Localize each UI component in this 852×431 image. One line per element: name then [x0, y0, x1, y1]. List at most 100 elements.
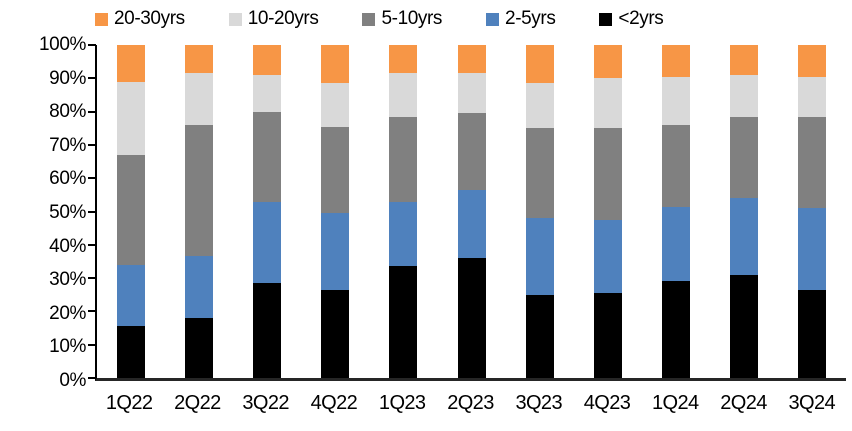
- bar-segment-10-20yrs-4Q23: [593, 78, 622, 129]
- bar-cell: [778, 45, 846, 378]
- bar-segment-2-5yrs-1Q24: [661, 206, 690, 282]
- bar-segment-5-10yrs-3Q22: [253, 111, 282, 202]
- y-axis-tick-label: 10%: [49, 336, 86, 358]
- y-axis-tick-label: 0%: [59, 370, 86, 391]
- legend-item: 5-10yrs: [362, 8, 442, 30]
- legend-item: 20-30yrs: [95, 8, 185, 30]
- bar-cell: [301, 45, 369, 378]
- chart-legend: 20-30yrs 10-20yrs 5-10yrs 2-5yrs <2yrs: [95, 5, 664, 33]
- legend-item: 2-5yrs: [486, 8, 556, 30]
- y-axis-tick-label: 70%: [49, 134, 86, 156]
- bar-segment-2-5yrs-3Q22: [253, 201, 282, 284]
- bar-segment-<2yrs-1Q24: [661, 281, 690, 378]
- bar-segment-5-10yrs-3Q23: [525, 128, 554, 219]
- bar-segment-2-5yrs-1Q23: [389, 201, 418, 267]
- y-axis-tick-mark: [88, 210, 96, 213]
- bar-segment-5-10yrs-3Q24: [797, 116, 826, 209]
- bar-segment-5-10yrs-4Q22: [321, 126, 350, 214]
- stacked-bar-2Q24: [729, 45, 758, 378]
- bar-segment-5-10yrs-1Q23: [389, 116, 418, 202]
- bar-segment-5-10yrs-1Q22: [117, 154, 146, 265]
- y-axis-tick-mark: [88, 143, 96, 146]
- y-axis-tick-label: 60%: [49, 168, 86, 190]
- y-axis-tick-mark: [88, 377, 96, 379]
- bar-segment-10-20yrs-3Q24: [797, 76, 826, 117]
- bar-segment-20-30yrs-4Q22: [321, 45, 350, 84]
- y-axis-tick-mark: [88, 44, 96, 46]
- bar-cell: [506, 45, 574, 378]
- legend-swatch-icon: [228, 12, 242, 26]
- bar-segment-10-20yrs-2Q24: [729, 75, 758, 117]
- bar-segment-20-30yrs-3Q23: [525, 45, 554, 84]
- bar-segment-10-20yrs-2Q22: [185, 73, 214, 125]
- bar-cell: [165, 45, 233, 378]
- legend-swatch-icon: [362, 12, 376, 26]
- legend-item: <2yrs: [599, 8, 664, 30]
- stacked-bar-1Q22: [117, 45, 146, 378]
- legend-swatch-icon: [95, 12, 108, 26]
- y-axis-tick-mark: [88, 343, 96, 346]
- bar-segment-5-10yrs-2Q22: [185, 124, 214, 257]
- x-axis-tick-label: 4Q22: [310, 392, 358, 414]
- bar-segment-<2yrs-4Q23: [593, 293, 622, 378]
- stacked-bar-1Q24: [661, 45, 690, 378]
- bar-segment-10-20yrs-1Q24: [661, 76, 690, 125]
- x-axis-tick-label: 2Q22: [174, 392, 221, 414]
- x-axis-tick-label: 1Q24: [651, 392, 699, 414]
- bar-segment-5-10yrs-4Q23: [593, 128, 622, 220]
- legend-item: 10-20yrs: [228, 8, 319, 30]
- bar-segment-10-20yrs-3Q23: [525, 83, 554, 129]
- bar-segment-2-5yrs-4Q22: [321, 213, 350, 290]
- y-axis-tick-label: 20%: [49, 302, 86, 324]
- bar-segment-<2yrs-3Q22: [253, 283, 282, 378]
- bar-segment-<2yrs-2Q24: [729, 274, 758, 378]
- bar-segment-20-30yrs-3Q24: [797, 45, 826, 77]
- y-axis-tick-mark: [88, 110, 96, 113]
- bar-segment-5-10yrs-1Q24: [661, 124, 690, 207]
- y-axis-tick-label: 100%: [39, 34, 86, 55]
- y-axis-tick-mark: [88, 243, 96, 246]
- bar-segment-2-5yrs-3Q23: [525, 218, 554, 295]
- stacked-bar-3Q23: [525, 45, 554, 378]
- bar-segment-10-20yrs-3Q22: [253, 75, 282, 112]
- bar-segment-2-5yrs-4Q23: [593, 219, 622, 294]
- stacked-bar-2Q23: [457, 45, 486, 378]
- y-axis-tick-mark: [88, 177, 96, 180]
- bar-segment-10-20yrs-1Q23: [389, 73, 418, 117]
- y-axis-tick-mark: [88, 310, 96, 313]
- x-axis-tick-label: 3Q22: [242, 392, 289, 414]
- y-axis-tick-label: 30%: [49, 269, 86, 291]
- bar-segment-10-20yrs-4Q22: [321, 83, 350, 127]
- legend-label: 20-30yrs: [114, 8, 185, 29]
- bar-segment-20-30yrs-1Q22: [117, 45, 146, 82]
- bar-segment-<2yrs-1Q23: [389, 266, 418, 378]
- stacked-bar-3Q24: [797, 45, 826, 378]
- y-axis-tick-mark: [88, 277, 96, 280]
- x-axis: 1Q22 2Q22 3Q22 4Q22 1Q23 2Q23 3Q23 4Q23 1Q24 2Q24…: [95, 392, 846, 415]
- x-axis-tick-label: 3Q23: [515, 392, 562, 414]
- stacked-bar-3Q22: [253, 45, 282, 378]
- y-axis-tick-mark: [88, 77, 96, 80]
- bar-cell: [642, 45, 710, 378]
- bar-segment-20-30yrs-2Q24: [729, 45, 758, 75]
- bar-segment-2-5yrs-2Q23: [457, 189, 486, 259]
- legend-label: 2-5yrs: [505, 8, 556, 29]
- bar-segment-<2yrs-1Q22: [117, 326, 146, 378]
- bar-segment-2-5yrs-2Q22: [185, 256, 214, 319]
- bar-segment-<2yrs-3Q24: [797, 289, 826, 378]
- bar-segment-20-30yrs-2Q23: [457, 45, 486, 74]
- bar-segment-10-20yrs-2Q23: [457, 73, 486, 114]
- bar-segment-<2yrs-2Q23: [457, 258, 486, 378]
- bar-segment-<2yrs-3Q23: [525, 294, 554, 378]
- y-axis-tick-label: 90%: [49, 67, 86, 89]
- bar-cell: [97, 45, 165, 378]
- bar-segment-20-30yrs-4Q23: [593, 45, 622, 79]
- bar-cell: [369, 45, 437, 378]
- x-axis-tick-label: 1Q23: [378, 392, 426, 414]
- bar-segment-<2yrs-4Q22: [321, 289, 350, 378]
- bar-segment-5-10yrs-2Q23: [457, 113, 486, 190]
- bar-segment-20-30yrs-1Q23: [389, 45, 418, 74]
- legend-swatch-icon: [599, 12, 613, 26]
- bar-segment-20-30yrs-2Q22: [185, 45, 214, 74]
